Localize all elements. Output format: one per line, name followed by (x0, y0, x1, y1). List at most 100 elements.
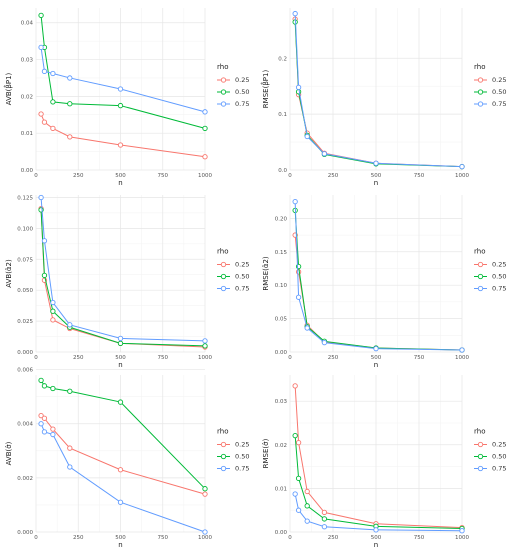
data-point (117, 340, 124, 346)
data-point (41, 415, 48, 421)
legend: rho 0.25 0.50 0.75 (474, 248, 506, 293)
legend-title: rho (474, 248, 485, 256)
data-point (321, 509, 328, 516)
legend-label: 0.75 (235, 100, 249, 108)
chart-panel-1: 0 250 500 750 1000 0.00 0.01 0.02 0.03 0.04 n AVB(β… (4, 8, 249, 187)
data-point (459, 347, 465, 353)
y-tick-label: 0.000 (17, 530, 33, 536)
legend-label: 0.50 (492, 453, 506, 461)
data-point (50, 70, 56, 77)
legend-key-point (477, 101, 484, 107)
legend-key-point (477, 465, 484, 472)
x-axis-title: n (118, 541, 122, 549)
x-tick-label: 1000 (455, 173, 469, 179)
y-tick-label: 0.2 (278, 56, 287, 62)
series-line (294, 385, 463, 529)
y-tick-label: 0.0 (278, 168, 287, 174)
x-axis-title: n (374, 179, 378, 187)
data-point (321, 151, 328, 157)
series-0.75 (38, 44, 208, 115)
y-tick-label: 0.025 (17, 319, 33, 325)
x-axis-title: n (118, 179, 122, 187)
legend-key-point (220, 441, 227, 448)
legend-label: 0.25 (235, 261, 249, 269)
y-tick-label: 0.01 (275, 486, 287, 492)
x-tick-label: 250 (73, 173, 84, 179)
x-tick-label: 750 (414, 173, 425, 179)
y-tick-label: 0.00 (21, 168, 34, 174)
y-tick-label: 0.10 (275, 283, 288, 289)
data-point (202, 154, 208, 160)
data-point (50, 125, 56, 132)
y-tick-label: 0.075 (17, 257, 33, 263)
legend: rho 0.25 0.50 0.75 (217, 248, 249, 293)
x-tick-label: 0 (34, 535, 38, 541)
data-point (202, 125, 208, 132)
legend-label: 0.50 (235, 273, 249, 281)
y-tick-label: 0.01 (21, 131, 33, 137)
chart-panel-6: 0 250 500 750 1000 0.00 0.01 0.02 0.03 n RMSE(σ̂) r… (262, 375, 506, 549)
legend-title: rho (217, 63, 228, 71)
data-point (292, 432, 298, 439)
data-point (41, 429, 48, 435)
series-line (294, 210, 463, 351)
x-tick-label: 1000 (455, 535, 469, 541)
series-0.50 (38, 377, 208, 492)
x-tick-label: 750 (414, 535, 425, 541)
y-axis-title: AVB(β̂P1) (4, 72, 13, 105)
x-axis-title: n (374, 541, 378, 549)
legend-key-point (220, 89, 227, 95)
legend-title: rho (474, 63, 485, 71)
y-tick-label: 0.04 (21, 21, 34, 27)
data-point (295, 475, 302, 482)
x-tick-label: 1000 (198, 355, 212, 361)
data-point (202, 109, 208, 115)
data-point (304, 133, 310, 140)
data-point (50, 385, 56, 392)
data-point (459, 528, 465, 534)
data-point (373, 160, 379, 166)
data-point (304, 488, 310, 495)
series-0.25 (38, 412, 208, 497)
series-0.75 (292, 199, 465, 353)
data-point (373, 346, 379, 352)
x-tick-label: 500 (371, 355, 382, 361)
legend-label: 0.75 (492, 100, 506, 108)
series-line (40, 47, 206, 113)
legend-key-point (477, 453, 484, 460)
legend-key-point (220, 261, 227, 268)
data-point (295, 84, 302, 90)
data-point (321, 339, 328, 346)
x-tick-label: 500 (115, 535, 126, 541)
y-axis-title: AVB(α̂2) (5, 259, 13, 288)
legend-title: rho (217, 248, 228, 256)
data-point (202, 529, 208, 535)
series-line (40, 209, 206, 347)
x-tick-label: 750 (158, 355, 169, 361)
y-tick-label: 0.00 (275, 350, 288, 356)
data-point (459, 163, 465, 170)
legend-key-point (477, 77, 484, 83)
legend-title: rho (474, 428, 485, 436)
chart-panel-2: 0 250 500 750 1000 0.0 0.1 0.2 n RMSE(β̂P1) rho 0.2… (261, 8, 506, 187)
x-tick-label: 250 (328, 173, 339, 179)
y-tick-label: 0.03 (21, 58, 34, 64)
data-point (38, 421, 44, 427)
series-line (40, 197, 206, 342)
x-tick-label: 500 (115, 355, 126, 361)
x-tick-label: 0 (288, 535, 292, 541)
y-tick-label: 0.20 (275, 216, 288, 222)
data-point (67, 388, 73, 394)
data-point (38, 194, 44, 201)
x-tick-label: 0 (34, 355, 38, 361)
data-point (41, 383, 48, 389)
series-0.25 (38, 111, 208, 160)
y-tick-label: 0.000 (17, 350, 33, 356)
data-point (50, 431, 56, 438)
data-point (117, 102, 124, 109)
legend-label: 0.50 (235, 453, 249, 461)
data-point (67, 101, 73, 107)
x-tick-label: 750 (158, 173, 169, 179)
y-tick-label: 0.15 (275, 250, 288, 256)
